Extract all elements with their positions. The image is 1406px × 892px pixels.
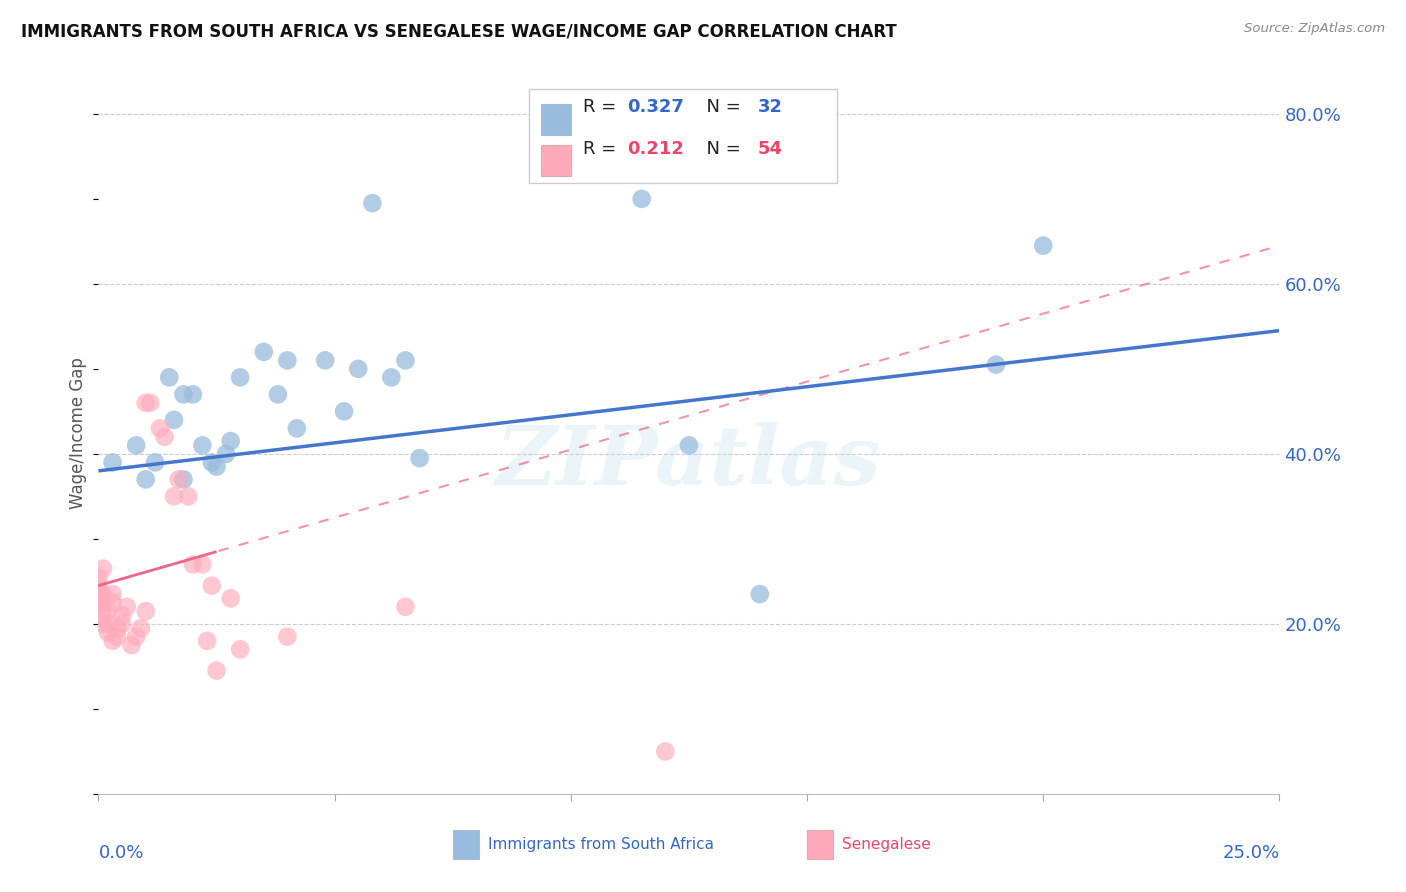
Point [678, 438, 700, 452]
Point [1032, 238, 1054, 252]
Point [191, 558, 214, 572]
Point [91, 596, 114, 610]
Point [361, 196, 384, 211]
Text: 32: 32 [758, 98, 783, 117]
Text: R =: R = [582, 98, 621, 117]
FancyBboxPatch shape [807, 830, 832, 859]
Point [394, 599, 416, 614]
Point [121, 638, 143, 652]
Point [97, 625, 120, 640]
Point [314, 353, 336, 368]
Point [172, 472, 194, 486]
Point [205, 459, 228, 474]
Point [163, 489, 186, 503]
Point [97, 616, 120, 631]
Point [135, 472, 157, 486]
Y-axis label: Wage/Income Gap: Wage/Income Gap [69, 357, 87, 508]
Point [143, 455, 166, 469]
Point [105, 630, 128, 644]
Point [87, 570, 110, 584]
Point [276, 353, 298, 368]
Point [172, 387, 194, 401]
Text: Source: ZipAtlas.com: Source: ZipAtlas.com [1244, 22, 1385, 36]
Point [91, 587, 114, 601]
Point [101, 633, 124, 648]
Point [276, 630, 298, 644]
Point [215, 447, 238, 461]
Text: Immigrants from South Africa: Immigrants from South Africa [488, 837, 714, 852]
Point [163, 413, 186, 427]
Point [748, 587, 770, 601]
Text: Senegalese: Senegalese [842, 837, 931, 852]
Point [380, 370, 402, 384]
Point [267, 387, 290, 401]
Point [229, 642, 252, 657]
Point [201, 579, 224, 593]
Point [105, 621, 128, 635]
Point [394, 353, 416, 368]
Point [87, 582, 110, 597]
Point [91, 616, 114, 631]
Point [135, 604, 157, 618]
Point [253, 344, 276, 359]
Text: N =: N = [695, 98, 747, 117]
Text: IMMIGRANTS FROM SOUTH AFRICA VS SENEGALESE WAGE/INCOME GAP CORRELATION CHART: IMMIGRANTS FROM SOUTH AFRICA VS SENEGALE… [21, 22, 897, 40]
Point [191, 438, 214, 452]
Point [125, 630, 148, 644]
Point [101, 455, 124, 469]
Point [91, 561, 114, 575]
Point [167, 472, 190, 486]
Point [135, 396, 157, 410]
Text: 0.0%: 0.0% [98, 845, 143, 863]
Point [205, 664, 228, 678]
Point [181, 558, 204, 572]
Point [347, 362, 370, 376]
Point [87, 599, 110, 614]
Point [654, 744, 676, 758]
Point [97, 604, 120, 618]
Point [101, 587, 124, 601]
FancyBboxPatch shape [541, 145, 571, 177]
Point [177, 489, 200, 503]
Point [115, 599, 138, 614]
Point [149, 421, 172, 435]
Point [984, 358, 1007, 372]
Point [229, 370, 252, 384]
Text: R =: R = [582, 140, 621, 158]
FancyBboxPatch shape [453, 830, 478, 859]
Text: 25.0%: 25.0% [1222, 845, 1279, 863]
Text: ZIPatlas: ZIPatlas [496, 422, 882, 501]
Point [630, 192, 652, 206]
Point [153, 430, 176, 444]
Point [129, 621, 152, 635]
Text: 54: 54 [758, 140, 783, 158]
Point [181, 387, 204, 401]
Point [101, 596, 124, 610]
Point [87, 579, 110, 593]
Point [139, 396, 162, 410]
Point [201, 455, 224, 469]
Point [333, 404, 356, 418]
FancyBboxPatch shape [541, 103, 571, 136]
Point [111, 608, 134, 623]
Text: 0.212: 0.212 [627, 140, 685, 158]
FancyBboxPatch shape [530, 89, 837, 184]
Point [91, 608, 114, 623]
Text: N =: N = [695, 140, 747, 158]
Point [285, 421, 308, 435]
Point [408, 451, 430, 466]
Point [219, 434, 242, 449]
Point [195, 633, 218, 648]
Point [219, 591, 242, 606]
Point [111, 616, 134, 631]
Point [125, 438, 148, 452]
Point [87, 591, 110, 606]
Point [157, 370, 180, 384]
Text: 0.327: 0.327 [627, 98, 685, 117]
